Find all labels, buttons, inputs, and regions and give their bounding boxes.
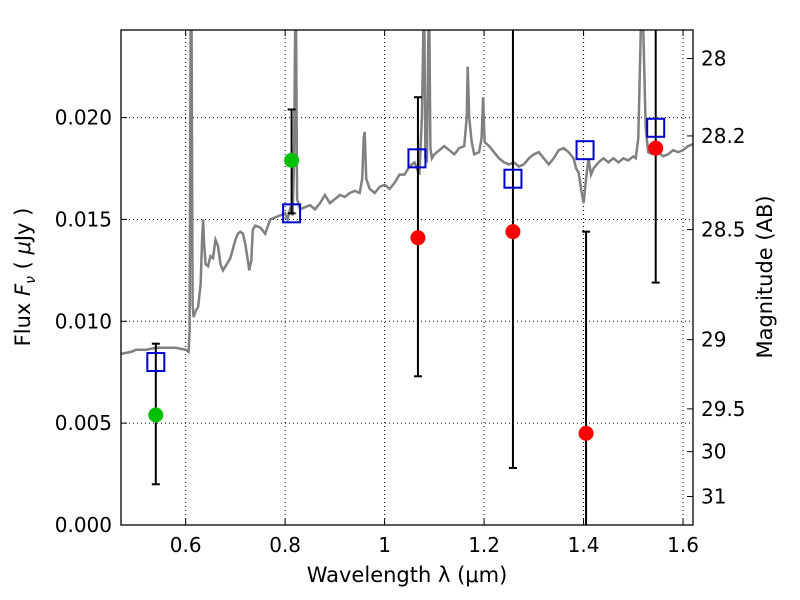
y2-tick-label: 29.5 [701,397,746,421]
tick-layer: 0.6 0.8 1 1.2 1.4 1.6 0.000 0.005 0.010 0.015 0.02… [55,30,746,557]
observed-point-red [505,224,521,240]
x-tick-label: 0.8 [269,533,301,557]
grid-layer [121,30,693,525]
model-point-square [575,140,595,161]
spectrum-line [121,30,693,356]
y2-tick-label: 28.2 [701,124,746,148]
x-tick-label: 1.2 [468,533,500,557]
plot-frame [120,29,694,526]
observed-point-red [410,230,426,246]
y-tick-label: 0.015 [55,207,112,231]
observed-point-green [148,407,164,423]
x-tick-label: 1.6 [667,533,699,557]
y2-tick-label: 31 [701,484,726,508]
model-points-layer [146,117,666,373]
x-axis-label: Wavelength λ (μm) [307,563,508,587]
x-tick-label: 0.6 [170,533,202,557]
y-tick-label: 0.000 [55,513,112,537]
y2-tick-label: 30 [701,440,726,464]
y2-tick-label: 29 [701,328,726,352]
x-tick-label: 1 [378,533,391,557]
model-point-square [407,148,427,169]
y2-axis-label: Magnitude (AB) [753,195,777,358]
observed-points-layer [148,140,664,441]
y2-tick-label: 28.5 [701,218,746,242]
model-point-square [146,352,166,373]
model-point-square [282,203,302,224]
observed-point-red [578,425,594,441]
model-point-square [503,168,523,189]
y2-tick-label: 28 [701,47,726,71]
model-point-square [646,117,666,138]
observed-point-red [648,140,664,156]
y-tick-label: 0.005 [55,411,112,435]
y-axis-label: Flux Fν ( μJy ) [11,208,39,347]
x-tick-label: 1.4 [568,533,600,557]
y-tick-label: 0.020 [55,106,112,130]
y-tick-label: 0.010 [55,309,112,333]
observed-point-green [284,152,300,168]
